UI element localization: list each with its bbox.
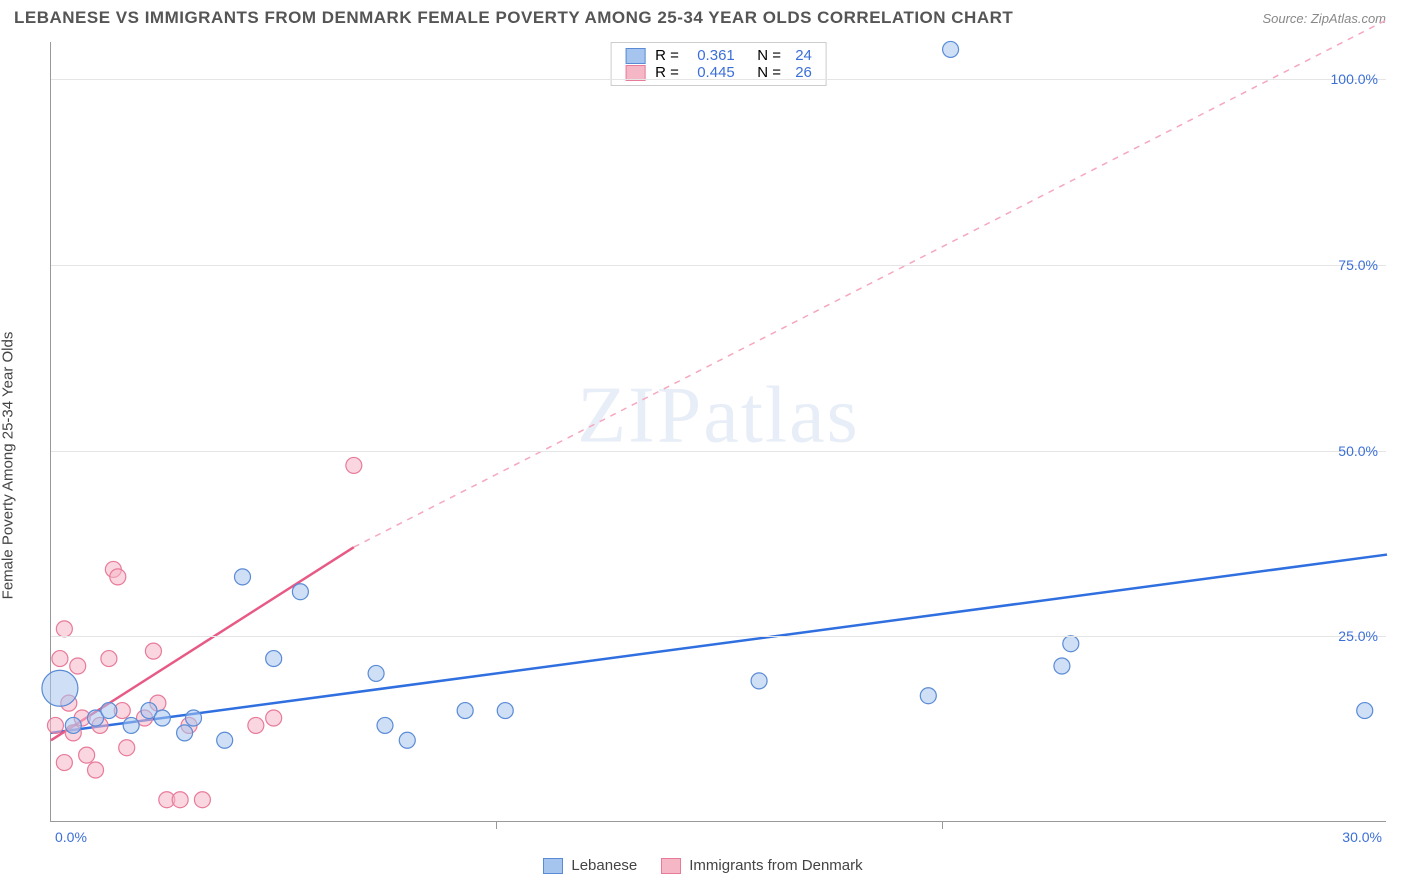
chart-title: LEBANESE VS IMMIGRANTS FROM DENMARK FEMA… — [14, 8, 1013, 28]
data-point — [70, 658, 86, 674]
data-point — [292, 584, 308, 600]
data-point — [119, 740, 135, 756]
legend-label: Immigrants from Denmark — [689, 857, 862, 874]
data-point — [145, 643, 161, 659]
y-tick-label: 25.0% — [1338, 628, 1378, 644]
n-label: N = — [745, 47, 785, 64]
legend-swatch — [661, 858, 681, 874]
data-point — [920, 688, 936, 704]
data-point — [52, 651, 68, 667]
data-point — [943, 41, 959, 57]
data-point — [88, 762, 104, 778]
data-point — [1054, 658, 1070, 674]
data-point — [172, 792, 188, 808]
source-label: Source: ZipAtlas.com — [1262, 11, 1386, 26]
data-point — [368, 665, 384, 681]
legend-label: Lebanese — [571, 857, 637, 874]
data-point — [266, 710, 282, 726]
data-point — [377, 717, 393, 733]
x-tick-label: 30.0% — [1342, 829, 1382, 845]
data-point — [399, 732, 415, 748]
data-point — [194, 792, 210, 808]
n-value: 24 — [795, 47, 812, 64]
data-point — [79, 747, 95, 763]
data-point — [751, 673, 767, 689]
grid-line — [51, 79, 1386, 80]
stats-row: R = 0.361 N = 24 — [625, 47, 812, 64]
data-point — [110, 569, 126, 585]
data-point — [497, 703, 513, 719]
y-tick-label: 75.0% — [1338, 257, 1378, 273]
data-point — [56, 621, 72, 637]
data-point — [1357, 703, 1373, 719]
y-axis-label: Female Poverty Among 25-34 Year Olds — [0, 332, 17, 600]
r-label: R = — [655, 47, 687, 64]
data-point — [266, 651, 282, 667]
x-tick — [496, 821, 497, 829]
trend-line-dashed — [354, 20, 1387, 547]
bottom-legend: Lebanese Immigrants from Denmark — [0, 857, 1406, 874]
data-point — [65, 717, 81, 733]
r-value: 0.361 — [697, 47, 735, 64]
data-point — [457, 703, 473, 719]
data-point — [56, 755, 72, 771]
plot-svg — [51, 42, 1386, 821]
data-point — [346, 457, 362, 473]
data-point — [177, 725, 193, 741]
data-point — [42, 670, 78, 706]
legend-swatch — [625, 48, 645, 64]
chart-wrapper: Female Poverty Among 25-34 Year Olds ZIP… — [0, 32, 1406, 882]
legend-item: Lebanese — [543, 857, 637, 874]
grid-line — [51, 265, 1386, 266]
data-point — [1063, 636, 1079, 652]
grid-line — [51, 636, 1386, 637]
plot-area: ZIPatlas R = 0.361 N = 24R = 0.445 N = 2… — [50, 42, 1386, 822]
data-point — [101, 703, 117, 719]
data-point — [186, 710, 202, 726]
data-point — [234, 569, 250, 585]
data-point — [123, 717, 139, 733]
legend-swatch — [543, 858, 563, 874]
y-tick-label: 100.0% — [1331, 71, 1378, 87]
data-point — [154, 710, 170, 726]
x-tick-label: 0.0% — [55, 829, 87, 845]
y-tick-label: 50.0% — [1338, 443, 1378, 459]
legend-item: Immigrants from Denmark — [661, 857, 862, 874]
grid-line — [51, 451, 1386, 452]
trend-line — [51, 555, 1387, 733]
title-bar: LEBANESE VS IMMIGRANTS FROM DENMARK FEMA… — [0, 0, 1406, 32]
legend-swatch — [625, 65, 645, 81]
data-point — [47, 717, 63, 733]
data-point — [101, 651, 117, 667]
data-point — [248, 717, 264, 733]
data-point — [217, 732, 233, 748]
x-tick — [942, 821, 943, 829]
